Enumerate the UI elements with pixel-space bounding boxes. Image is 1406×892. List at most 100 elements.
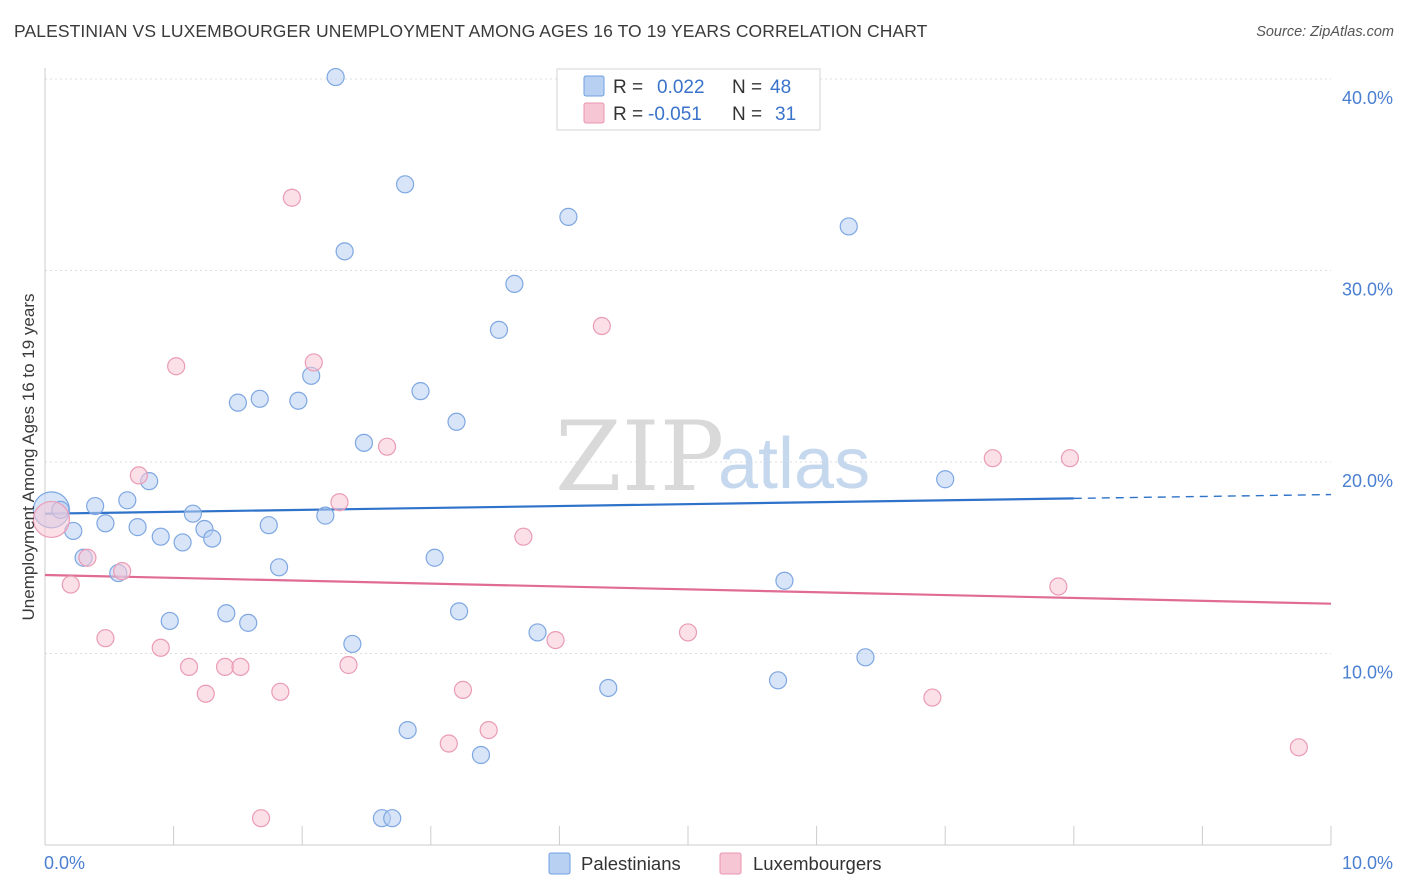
legend-r-label-1: R = <box>613 104 643 125</box>
palestinian-trend-extension <box>1073 493 1332 500</box>
legend-swatch-blue <box>583 75 605 97</box>
palestinian-point <box>228 393 247 412</box>
palestinian-point <box>449 602 469 621</box>
palestinian-point <box>447 412 466 431</box>
data-points <box>32 67 1308 828</box>
legend-swatch-palestinians <box>548 852 571 875</box>
palestinian-point <box>128 518 147 537</box>
x-tick-label-max: 10.0% <box>1342 853 1393 873</box>
luxembourger-point <box>439 734 458 753</box>
luxembourger-point <box>196 684 215 703</box>
legend-swatch-luxembourgers <box>719 852 742 875</box>
luxembourger-point <box>129 466 148 485</box>
luxembourger-point <box>479 720 498 740</box>
palestinian-point <box>335 242 354 261</box>
legend-label-palestinians: Palestinians <box>581 853 681 874</box>
palestinian-point <box>173 533 192 552</box>
y-tick-label-40: 40.0% <box>1342 88 1393 108</box>
luxembourger-point <box>215 657 235 677</box>
legend-n-label-0: N = <box>732 77 762 98</box>
legend-r-label-0: R = <box>613 77 643 98</box>
y-tick-label-30: 30.0% <box>1342 280 1393 300</box>
watermark-zip: ZIP <box>555 401 724 513</box>
palestinian-point <box>289 391 308 410</box>
palestinian-point <box>559 207 578 226</box>
luxembourger-point <box>78 548 97 567</box>
legend-n-value-1: 31 <box>775 104 796 125</box>
luxembourger-point <box>96 629 115 648</box>
legend-swatch-pink <box>583 102 605 124</box>
luxembourger-point <box>330 493 349 512</box>
luxembourger-point <box>339 655 358 675</box>
luxembourger-point <box>514 527 533 546</box>
palestinian-point <box>599 678 618 698</box>
palestinian-point <box>239 613 258 632</box>
luxembourger-point <box>151 638 170 657</box>
luxembourger-point <box>546 630 565 650</box>
legend-r-value-0: 0.022 <box>657 77 705 98</box>
palestinian-point <box>528 623 547 642</box>
palestinian-point <box>768 671 788 690</box>
palestinian-point <box>160 611 179 631</box>
series-legend: Palestinians Luxembourgers <box>548 852 882 875</box>
palestinian-point <box>839 217 858 236</box>
luxembourger-point <box>1049 577 1068 596</box>
legend-label-luxembourgers: Luxembourgers <box>753 853 882 874</box>
palestinian-point <box>151 527 170 546</box>
palestinian-point <box>354 433 374 452</box>
palestinian-point <box>118 491 137 510</box>
x-tick-labels: 0.0% 10.0% <box>44 853 1393 873</box>
palestinian-point <box>505 274 524 294</box>
palestinian-point <box>316 506 335 525</box>
palestinian-point <box>398 720 417 740</box>
palestinian-point <box>471 745 491 765</box>
palestinian-trend-line <box>44 497 1074 515</box>
palestinian-point <box>411 382 430 401</box>
luxembourger-point <box>592 316 611 336</box>
luxembourger-point <box>923 688 942 707</box>
palestinian-point <box>183 504 202 523</box>
palestinian-point <box>395 175 415 194</box>
luxembourger-point <box>377 437 397 456</box>
luxembourger-point <box>231 657 250 677</box>
legend-r-value-1: -0.051 <box>648 104 702 125</box>
correlation-legend: R = 0.022 N = 48 R = -0.051 N = 31 <box>556 68 821 131</box>
y-axis-title: Unemployment Among Ages 16 to 19 years <box>19 294 38 621</box>
palestinian-point <box>775 571 794 590</box>
x-tick-label-min: 0.0% <box>44 853 85 873</box>
palestinian-point <box>856 648 875 667</box>
gridlines <box>45 78 1331 654</box>
palestinian-point <box>86 496 105 516</box>
luxembourger-point <box>167 357 186 376</box>
palestinian-point <box>936 470 955 489</box>
y-tick-label-20: 20.0% <box>1342 471 1393 491</box>
luxembourger-point <box>251 809 271 828</box>
luxembourger-point <box>113 562 132 581</box>
palestinian-point <box>425 548 444 567</box>
palestinian-point <box>343 634 362 654</box>
luxembourger-point <box>61 575 80 594</box>
luxembourger-point <box>271 682 290 701</box>
source-label: Source: ZipAtlas.com <box>1256 24 1394 40</box>
luxembourger-point <box>179 657 199 677</box>
luxembourger-trend-line <box>44 573 1332 605</box>
palestinian-point <box>326 67 345 87</box>
legend-n-value-0: 48 <box>770 77 791 98</box>
luxembourger-point <box>1289 738 1308 757</box>
luxembourger-point <box>282 188 302 207</box>
luxembourger-point <box>32 500 71 539</box>
luxembourger-point <box>678 623 698 642</box>
luxembourger-point <box>304 353 323 372</box>
palestinian-point <box>383 809 402 828</box>
palestinian-point <box>489 320 509 339</box>
luxembourger-point <box>453 680 473 699</box>
axes <box>44 68 1332 846</box>
palestinian-point <box>259 516 278 535</box>
palestinian-point <box>250 389 269 408</box>
palestinian-point <box>203 529 222 548</box>
y-tick-labels: 10.0% 20.0% 30.0% 40.0% <box>1342 88 1393 683</box>
trend-lines <box>44 493 1332 605</box>
palestinian-point <box>96 514 115 533</box>
palestinian-point <box>217 604 236 623</box>
